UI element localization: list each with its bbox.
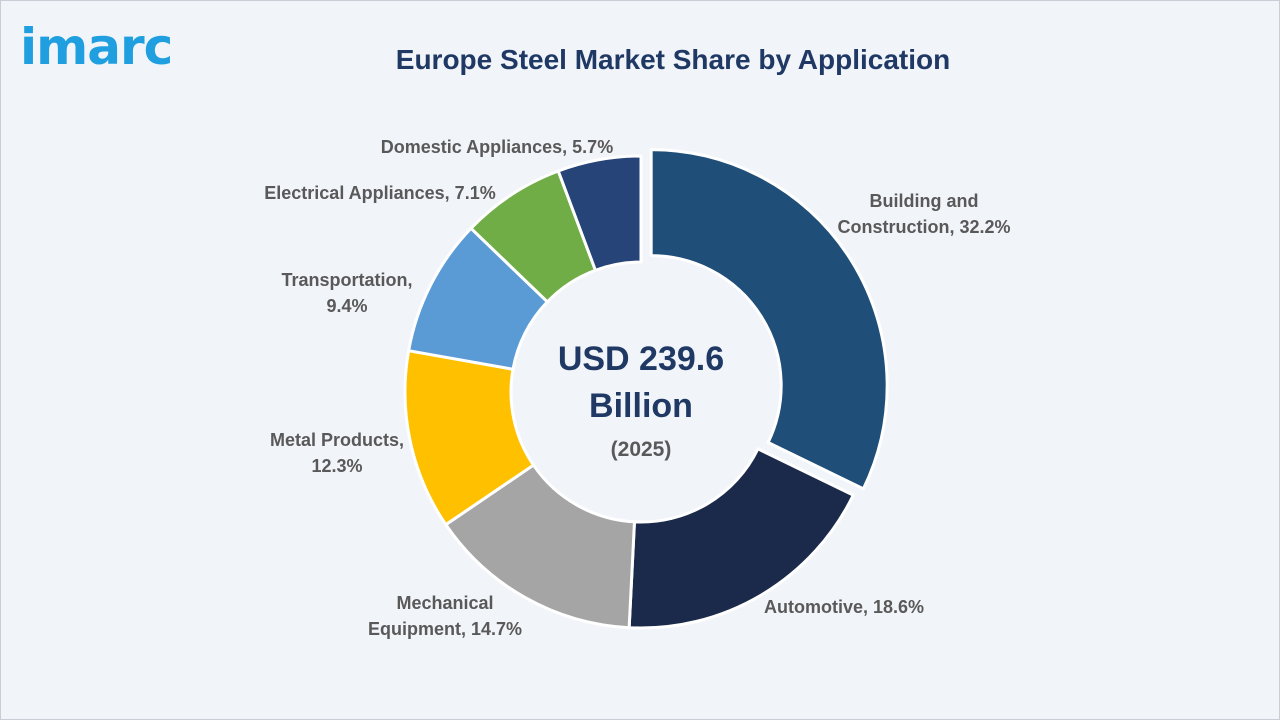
- label-domestic-appliances: Domestic Appliances, 5.7%: [381, 137, 613, 157]
- label-electrical-appliances: Electrical Appliances, 7.1%: [264, 183, 495, 203]
- center-value: USD 239.6: [558, 340, 724, 378]
- imarc-logo: imarc: [20, 18, 173, 76]
- slice-labels: Building and Construction, 32.2% Automotiv…: [264, 137, 1010, 639]
- slice-mechanical-equipment: [444, 463, 636, 630]
- label-transportation: Transportation, 9.4%: [281, 270, 412, 316]
- label-mechanical-equipment: Mechanical Equipment, 14.7%: [368, 593, 522, 639]
- center-year: (2025): [611, 438, 672, 461]
- label-building-and-construction: Building and Construction, 32.2%: [837, 191, 1010, 237]
- slice-building-and-construction: [649, 148, 889, 491]
- slice-automotive: [627, 447, 855, 630]
- chart-title: Europe Steel Market Share by Application: [395, 44, 951, 75]
- center-label: USD 239.6 Billion (2025): [558, 340, 724, 461]
- center-unit: Billion: [589, 387, 693, 425]
- label-metal-products: Metal Products, 12.3%: [270, 430, 404, 476]
- label-automotive: Automotive, 18.6%: [764, 597, 924, 617]
- donut-slices: [403, 148, 889, 630]
- slice-domestic-appliances: [556, 154, 643, 272]
